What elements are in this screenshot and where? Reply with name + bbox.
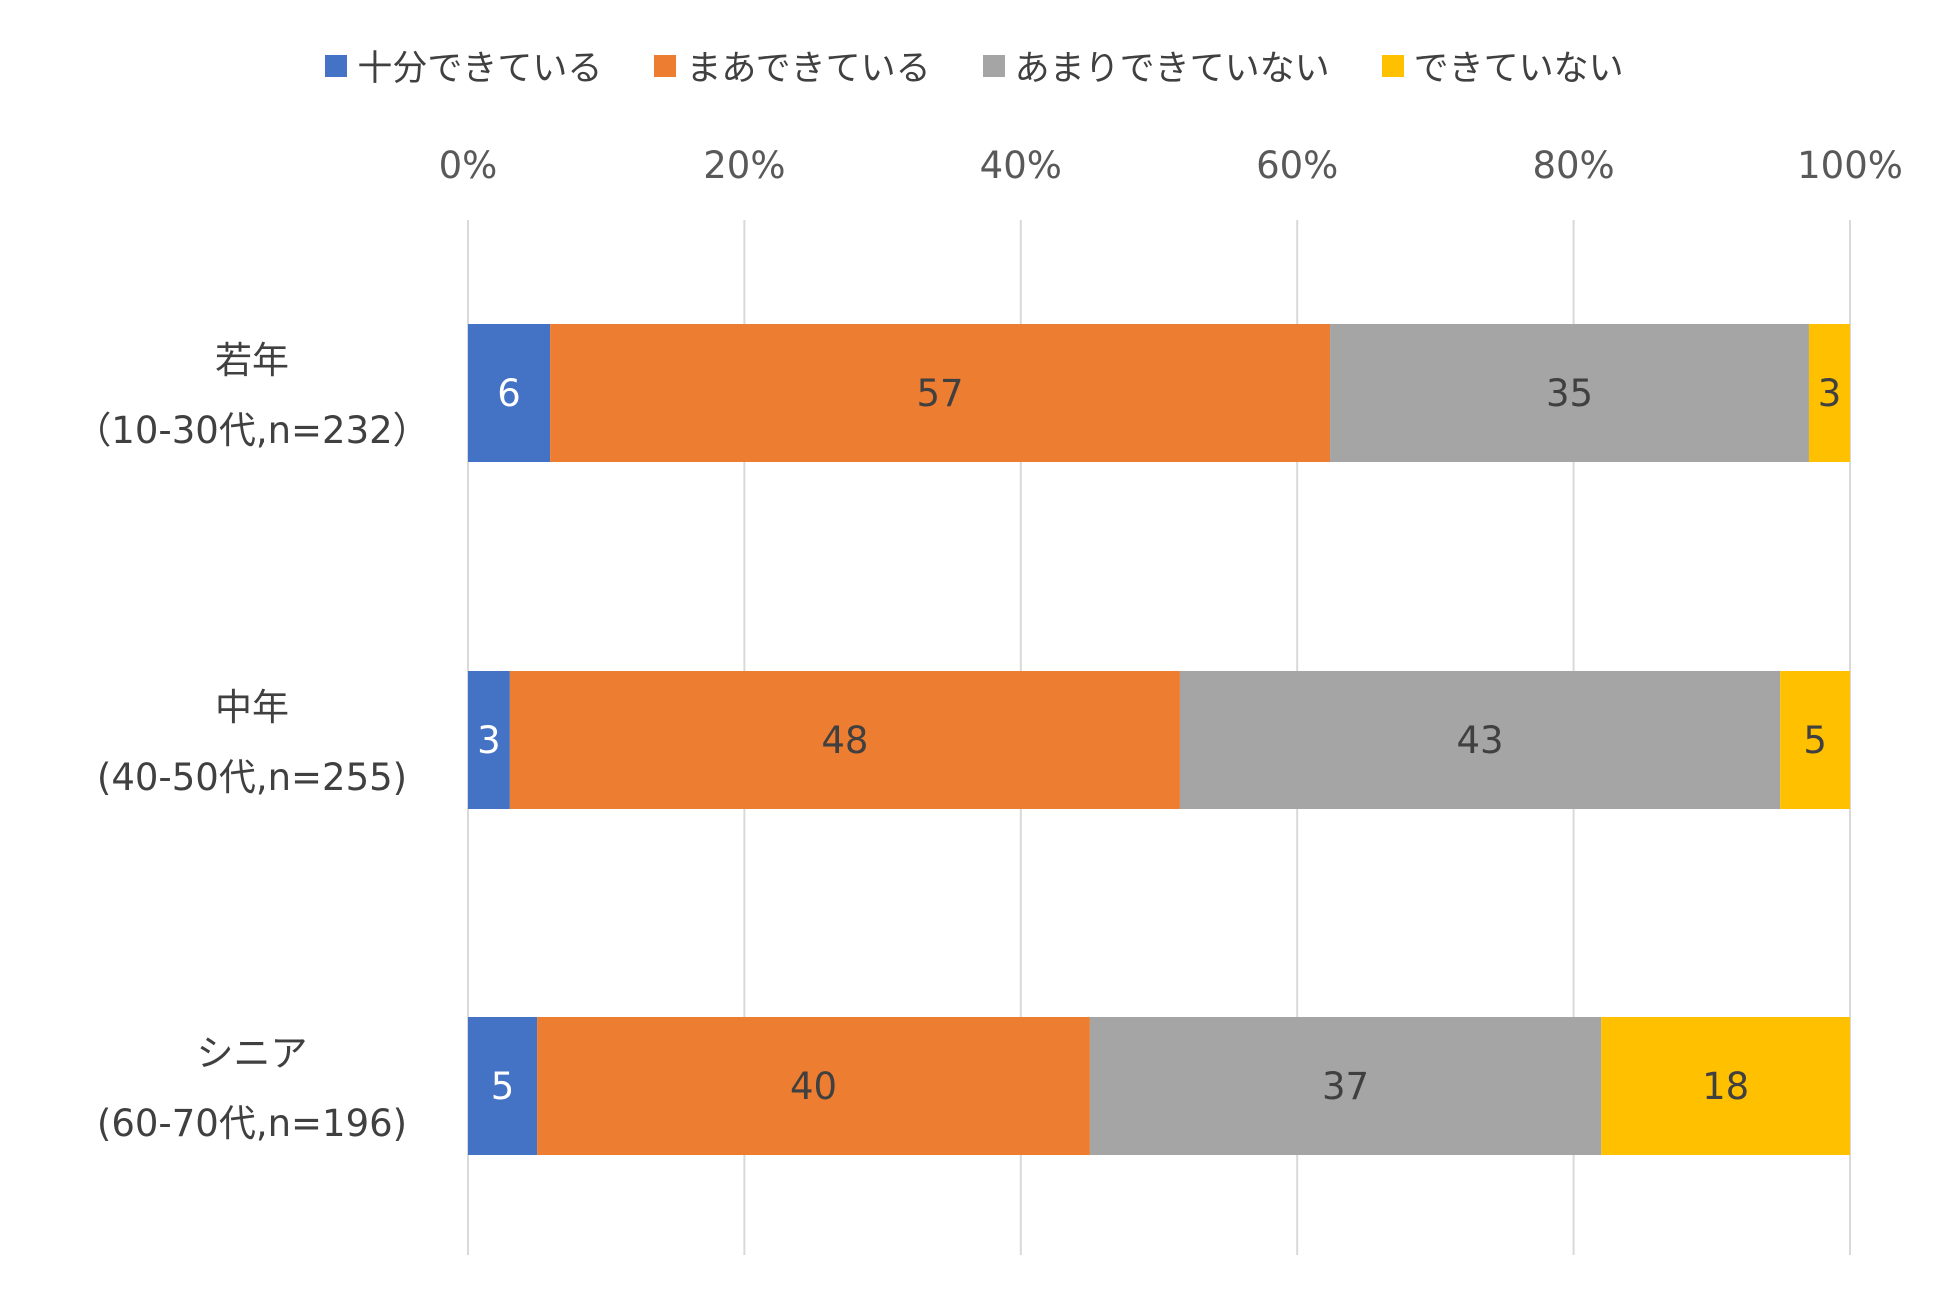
data-label: 48 xyxy=(821,719,868,762)
category-label: (60-70代,n=196) xyxy=(97,1102,407,1145)
bar-segment xyxy=(468,1017,538,1155)
x-tick-label: 40% xyxy=(980,144,1062,187)
legend-swatch xyxy=(325,54,348,77)
x-tick-label: 60% xyxy=(1256,144,1338,187)
legend-item: あまりできていない xyxy=(982,40,1330,91)
category-label: 中年 xyxy=(215,686,289,729)
x-tick-label: 20% xyxy=(703,144,785,187)
bar-segment xyxy=(537,1017,1090,1155)
category-label: (40-50代,n=255) xyxy=(97,756,407,799)
bar-segment xyxy=(1601,1017,1850,1155)
bar-segment xyxy=(468,324,551,462)
data-label: 37 xyxy=(1322,1065,1369,1108)
category-label: （10-30代,n=232） xyxy=(74,409,429,452)
legend-label: あまりできていない xyxy=(1014,49,1330,89)
data-label: 5 xyxy=(1803,719,1827,762)
legend-item: できていない xyxy=(1381,40,1624,91)
x-tick-label: 100% xyxy=(1797,144,1903,187)
data-label: 3 xyxy=(1818,372,1842,415)
data-label: 18 xyxy=(1702,1065,1749,1108)
legend-label: できていない xyxy=(1413,49,1624,89)
bar-segment xyxy=(1780,671,1850,809)
chart-legend: 十分できている まあできている あまりできていない できていない xyxy=(0,40,1949,91)
data-label: 3 xyxy=(477,719,501,762)
category-label: シニア xyxy=(197,1032,308,1075)
bar-segment xyxy=(1808,324,1850,462)
legend-item: まあできている xyxy=(654,40,931,91)
legend-item: 十分できている xyxy=(325,40,602,91)
bar-segment xyxy=(509,671,1180,809)
x-tick-label: 80% xyxy=(1532,144,1614,187)
legend-label: まあできている xyxy=(686,49,931,89)
bar-segment xyxy=(1330,324,1809,462)
legend-swatch xyxy=(1381,54,1404,77)
data-label: 40 xyxy=(790,1065,837,1108)
legend-label: 十分できている xyxy=(357,49,603,89)
data-label: 43 xyxy=(1457,719,1504,762)
bar-segment xyxy=(550,324,1331,462)
category-label: 若年 xyxy=(215,339,289,382)
data-label: 35 xyxy=(1546,372,1593,415)
data-label: 6 xyxy=(497,372,521,415)
bar-segment xyxy=(1089,1017,1602,1155)
bar-segment xyxy=(468,671,510,809)
data-label: 57 xyxy=(917,372,964,415)
bar-segment xyxy=(1179,671,1781,809)
legend-swatch xyxy=(982,54,1005,77)
data-label: 5 xyxy=(491,1065,515,1108)
legend-swatch xyxy=(654,54,677,77)
x-tick-label: 0% xyxy=(439,144,498,187)
